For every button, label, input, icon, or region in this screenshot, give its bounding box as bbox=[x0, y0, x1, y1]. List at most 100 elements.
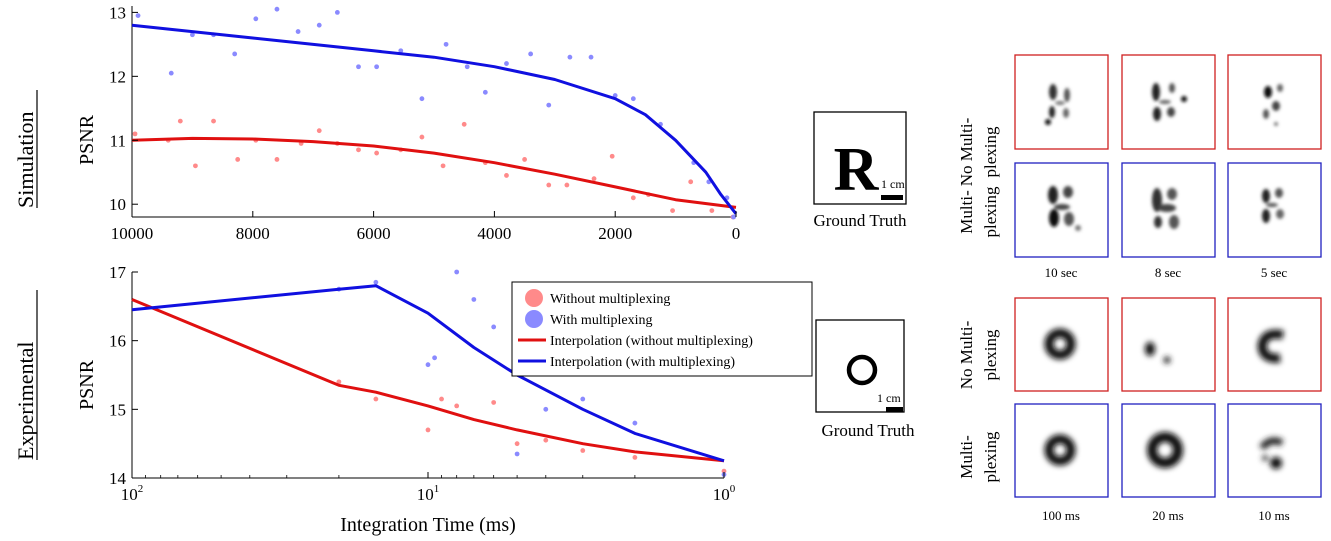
experimental-point-s1-4 bbox=[454, 269, 460, 275]
recon-sim-row1-label-line2: plexing bbox=[981, 126, 1000, 177]
experimental-x-tick-label-0: 102 bbox=[121, 483, 144, 504]
simulation-point-s1-0 bbox=[135, 13, 141, 18]
recon-sim-col-label-3: 5 sec bbox=[1261, 265, 1288, 280]
simulation-line-s1 bbox=[131, 23, 738, 215]
simulation-point-s1-22 bbox=[612, 93, 618, 98]
simulation-point-s0-20 bbox=[546, 182, 552, 188]
simulation-point-s0-28 bbox=[709, 208, 715, 214]
simulation-point-s1-19 bbox=[546, 102, 552, 108]
experimental-point-s1-5 bbox=[471, 297, 477, 302]
experimental-point-s0-0 bbox=[336, 379, 342, 385]
legend: Without multiplexing With multiplexing I… bbox=[511, 281, 813, 377]
recon-exp-row2-label-line1: Multi- bbox=[957, 435, 976, 479]
simulation-point-s0-18 bbox=[504, 173, 509, 178]
recon-exp-row2-label-line2: plexing bbox=[981, 431, 1000, 482]
experimental-point-s1-10 bbox=[632, 420, 638, 426]
row-label-experimental: Experimental bbox=[13, 290, 38, 460]
legend-entry-interp-with: Interpolation (with multiplexing) bbox=[518, 355, 735, 370]
experimental-point-s1-9 bbox=[580, 396, 586, 402]
experimental-point-s1-7 bbox=[514, 451, 520, 457]
reconstructions-experimental: No Multi- plexing Multi- plexing 100 ms … bbox=[957, 297, 1322, 523]
simulation-y-tick-label-3: 13 bbox=[109, 3, 126, 22]
simulation-x-tick-label-4: 2000 bbox=[598, 224, 632, 243]
recon-exp-mux-100ms bbox=[1014, 403, 1109, 498]
recon-exp-no-mux-100ms bbox=[1014, 297, 1109, 392]
simulation-x-tick-label-1: 8000 bbox=[236, 224, 270, 243]
simulation-y-tick-label-0: 10 bbox=[109, 195, 126, 214]
simulation-point-s0-23 bbox=[609, 153, 615, 159]
experimental-point-s0-7 bbox=[543, 437, 549, 443]
recon-exp-mux-20ms bbox=[1121, 403, 1216, 498]
legend-entry-interp-without: Interpolation (without multiplexing) bbox=[518, 334, 753, 349]
simulation-point-s1-18 bbox=[528, 51, 534, 57]
simulation-y-tick-label-2: 12 bbox=[109, 67, 126, 86]
legend-entry-without-multiplexing: Without multiplexing bbox=[525, 289, 670, 307]
simulation-point-s0-21 bbox=[564, 182, 570, 188]
experimental-point-s0-9 bbox=[632, 455, 638, 460]
simulation-point-s0-16 bbox=[461, 121, 467, 127]
experimental-point-s0-8 bbox=[580, 448, 586, 453]
simulation-x-tick-label-0: 10000 bbox=[111, 224, 154, 243]
experimental-y-tick-label-0: 14 bbox=[109, 469, 127, 488]
experimental-point-s0-1 bbox=[373, 396, 379, 402]
ground-truth-o-label: Ground Truth bbox=[821, 421, 915, 440]
legend-label-interp-without: Interpolation (without multiplexing) bbox=[550, 334, 753, 349]
experimental-x-tick-label-2: 100 bbox=[713, 483, 736, 504]
experimental-point-s0-2 bbox=[425, 427, 431, 433]
simulation-label: Simulation bbox=[13, 111, 38, 208]
experimental-point-s0-3 bbox=[439, 396, 444, 402]
recon-sim-col-label-1: 10 sec bbox=[1045, 265, 1078, 280]
simulation-point-s1-9 bbox=[334, 9, 340, 15]
simulation-marks bbox=[131, 6, 738, 220]
simulation-point-s0-14 bbox=[419, 134, 425, 140]
simulation-point-s0-24 bbox=[630, 195, 636, 201]
experimental-chart: 14 15 16 17 102 101 100 PSNR Integration Time … bbox=[76, 263, 813, 536]
experimental-point-s0-6 bbox=[514, 441, 520, 447]
recon-exp-col-label-1: 100 ms bbox=[1042, 508, 1080, 523]
simulation-line-s0 bbox=[131, 136, 737, 209]
recon-sim-row1-label-line1: No Multi- bbox=[957, 117, 976, 186]
experimental-point-s1-1 bbox=[373, 279, 379, 285]
recon-exp-row1-label-line2: plexing bbox=[981, 329, 1000, 380]
experimental-ticks: 14 15 16 17 102 101 100 bbox=[109, 263, 736, 504]
recon-sim-row2-label-line2: plexing bbox=[981, 186, 1000, 237]
recon-exp-row1-label-line1: No Multi- bbox=[957, 320, 976, 389]
recon-sim-row2-label-line1: Multi- bbox=[957, 190, 976, 234]
recon-exp-mux-10ms bbox=[1227, 403, 1322, 498]
simulation-point-s1-14 bbox=[443, 41, 449, 47]
ground-truth-r-scale-bar bbox=[881, 195, 903, 200]
experimental-point-s1-2 bbox=[425, 362, 431, 368]
simulation-point-s0-27 bbox=[688, 179, 694, 185]
simulation-point-s0-26 bbox=[670, 208, 675, 214]
recon-sim-mux-5sec bbox=[1227, 162, 1322, 258]
experimental-point-s1-6 bbox=[491, 324, 497, 330]
simulation-point-s1-17 bbox=[504, 61, 509, 66]
experimental-line-s1 bbox=[131, 284, 725, 463]
ground-truth-r-frame bbox=[813, 111, 907, 205]
simulation-point-s0-15 bbox=[440, 163, 446, 169]
simulation-x-tick-label-3: 4000 bbox=[477, 224, 511, 243]
simulation-point-s1-10 bbox=[356, 64, 361, 70]
experimental-x-axis-label: Integration Time (ms) bbox=[340, 514, 516, 536]
simulation-chart: 10 11 12 13 10000 8000 6000 4000 2000 0 PSNR bbox=[76, 3, 740, 243]
recon-exp-col-label-3: 10 ms bbox=[1258, 508, 1289, 523]
legend-label-without-multiplexing: Without multiplexing bbox=[550, 292, 670, 307]
ground-truth-o-frame bbox=[815, 319, 905, 413]
simulation-point-s0-9 bbox=[316, 128, 322, 134]
experimental-point-s0-5 bbox=[491, 400, 497, 405]
simulation-y-tick-label-1: 11 bbox=[110, 131, 126, 150]
simulation-point-s0-3 bbox=[193, 163, 198, 169]
simulation-point-s1-28 bbox=[731, 214, 736, 220]
simulation-point-s0-19 bbox=[522, 157, 527, 162]
experimental-point-s1-8 bbox=[543, 406, 549, 412]
simulation-point-s1-12 bbox=[398, 48, 404, 54]
recon-exp-no-mux-20ms bbox=[1121, 297, 1216, 392]
simulation-x-tick-label-5: 0 bbox=[732, 224, 741, 243]
ground-truth-o-scale-bar bbox=[886, 407, 903, 412]
experimental-y-tick-label-1: 15 bbox=[109, 400, 126, 419]
simulation-point-s0-2 bbox=[177, 118, 183, 124]
experimental-point-s0-4 bbox=[454, 403, 460, 409]
simulation-point-s1-8 bbox=[316, 22, 322, 28]
experimental-y-axis-label: PSNR bbox=[76, 359, 98, 410]
simulation-point-s1-15 bbox=[464, 64, 470, 70]
